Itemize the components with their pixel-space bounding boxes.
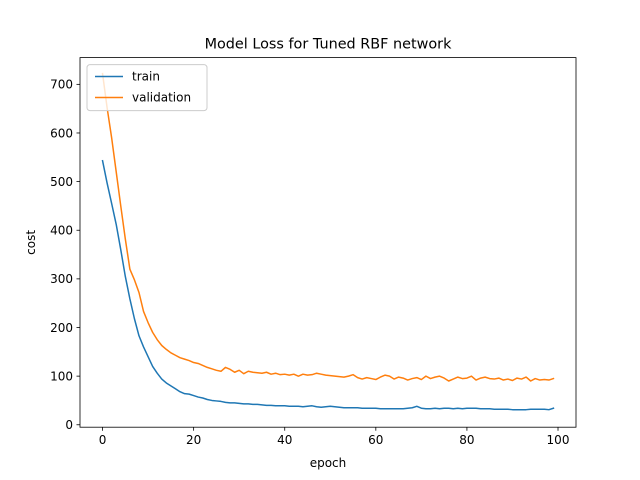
legend-label-train: train xyxy=(132,70,160,84)
legend-label-validation: validation xyxy=(132,91,191,105)
series-line-train xyxy=(101,159,555,411)
series-line-validation xyxy=(101,72,555,382)
y-tick-label: 200 xyxy=(50,321,73,335)
y-tick-label: 400 xyxy=(50,224,73,238)
chart-title: Model Loss for Tuned RBF network xyxy=(205,37,453,53)
x-tick-label: 100 xyxy=(547,433,570,447)
x-tick-label: 20 xyxy=(186,433,201,447)
plot-frame xyxy=(79,57,577,428)
legend: train validation xyxy=(86,64,208,112)
x-tick-label: 0 xyxy=(99,433,107,447)
y-axis: 0 100 200 300 400 500 600 700 xyxy=(50,78,80,432)
y-tick-label: 700 xyxy=(50,78,73,92)
x-axis: 0 20 40 60 80 100 xyxy=(99,427,570,447)
y-axis-label: cost xyxy=(24,230,38,255)
y-tick-label: 300 xyxy=(50,272,73,286)
plot-area xyxy=(79,57,577,428)
y-tick-label: 0 xyxy=(65,418,73,432)
y-tick-label: 600 xyxy=(50,126,73,140)
y-tick-label: 100 xyxy=(50,369,73,383)
x-tick-label: 60 xyxy=(368,433,383,447)
y-tick-label: 500 xyxy=(50,175,73,189)
x-tick-label: 80 xyxy=(459,433,474,447)
x-axis-label: epoch xyxy=(310,456,347,470)
series-layer xyxy=(101,72,555,411)
x-tick-label: 40 xyxy=(277,433,292,447)
